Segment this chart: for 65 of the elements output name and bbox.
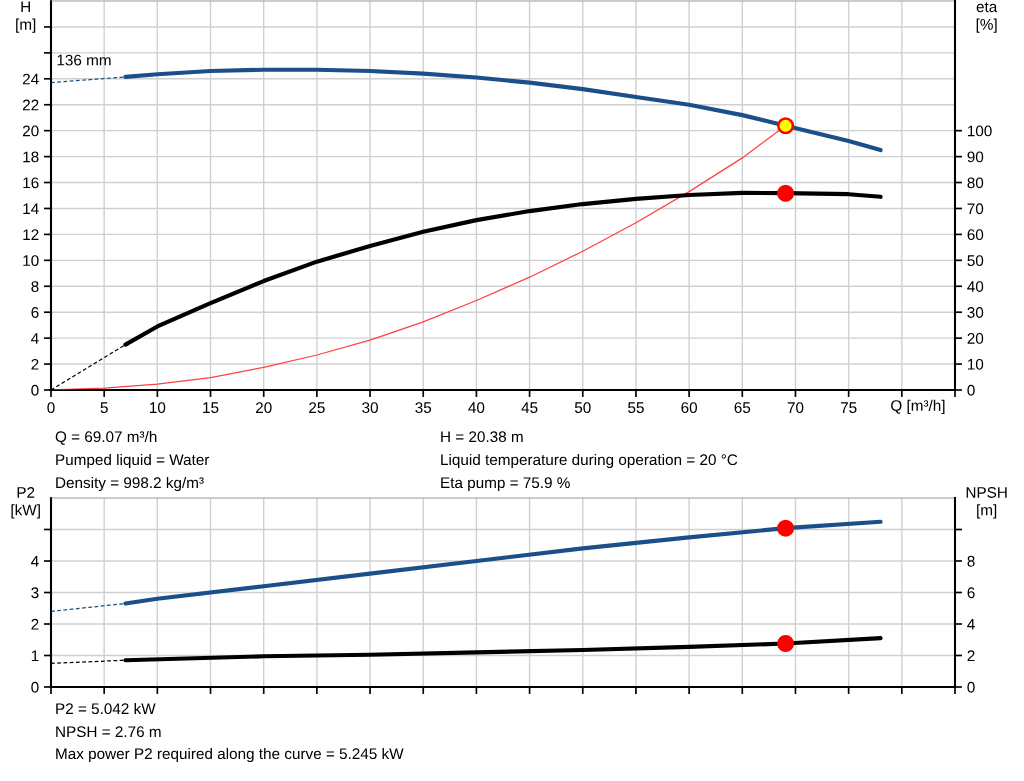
y2-tick-label: 90	[967, 151, 984, 163]
text: Eta pump = 75.9 %	[441, 477, 570, 492]
text: Q = 69.07 m³/h	[55, 430, 157, 445]
y-tick-label: 8	[31, 281, 39, 292]
text: Pumped liquid = Water	[56, 453, 210, 469]
y-tick-label: 18	[23, 151, 39, 163]
y-tick-label: 0	[31, 681, 39, 693]
y2-tick-label: 2	[967, 650, 975, 662]
text: P2 = 5.042 kW	[56, 702, 156, 715]
y-tick-label: 10	[23, 255, 39, 267]
x-tick-label: 5	[100, 402, 108, 414]
y-tick-label: 3	[31, 587, 39, 599]
x-tick-label: 15	[203, 402, 219, 414]
y-tick-label: 2	[31, 358, 39, 370]
x-tick-label: 65	[734, 402, 751, 414]
x-tick-label: 30	[362, 402, 378, 414]
y-tick-label: 24	[22, 73, 39, 85]
text: NPSH = 2.76 m	[56, 726, 161, 738]
text: Max power P2 required along the curve = 5.245 kW	[56, 747, 404, 763]
text: Liquid temperature during operation = 20 °C	[441, 453, 738, 469]
y2-tick-label: 50	[967, 255, 984, 267]
y-axis-title: P2 [kW]	[11, 487, 40, 519]
y2-tick-label: 40	[967, 281, 984, 292]
y-tick-label: 16	[23, 177, 39, 189]
y2-tick-label: 8	[967, 555, 975, 567]
y2-tick-label: 0	[967, 384, 975, 396]
y2-tick-label: 6	[967, 587, 975, 599]
y-tick-label: 0	[31, 384, 39, 396]
x-tick-label: 35	[415, 402, 432, 414]
y2-tick-label: 10	[967, 358, 984, 370]
x-tick-label: 20	[255, 402, 272, 414]
y2-tick-label: 20	[967, 333, 984, 344]
y-axis-title: H [m]	[16, 1, 36, 33]
x-tick-label: 45	[521, 402, 538, 414]
y-tick-label: 14	[23, 203, 39, 214]
y-tick-label: 20	[22, 125, 39, 137]
y2-tick-label: 70	[967, 203, 984, 215]
y2-axis-title: eta [%]	[976, 2, 998, 33]
y2-tick-label: 100	[967, 125, 992, 137]
y-tick-label: 4	[31, 556, 39, 567]
annotation: 136 mm	[57, 54, 111, 66]
y2-tick-label: 30	[967, 307, 984, 318]
y-tick-label: 1	[31, 650, 39, 662]
y2-tick-label: 0	[967, 681, 975, 693]
y2-tick-label: 60	[967, 229, 984, 241]
x-tick-label: 75	[840, 402, 857, 414]
x-axis-title: Q [m³/h]	[891, 399, 945, 414]
x-tick-label: 60	[681, 402, 698, 414]
x-tick-label: 55	[628, 402, 644, 414]
text: Density = 998.2 kg/m³	[56, 476, 204, 492]
x-tick-label: 25	[309, 402, 325, 414]
y-tick-label: 4	[31, 333, 39, 344]
y-tick-label: 12	[23, 229, 39, 240]
text: H = 20.38 m	[441, 431, 523, 443]
y-tick-label: 6	[31, 307, 39, 318]
y2-tick-label: 4	[967, 619, 975, 630]
x-tick-label: 40	[468, 402, 485, 414]
x-tick-label: 70	[787, 402, 804, 414]
x-tick-label: 10	[150, 402, 166, 414]
y2-tick-label: 80	[967, 177, 984, 189]
y-tick-label: 22	[22, 99, 39, 111]
x-tick-label: 50	[574, 402, 591, 414]
x-tick-label: 0	[47, 402, 55, 414]
y2-axis-title: NPSH [m]	[966, 487, 1007, 519]
y-tick-label: 2	[31, 618, 39, 630]
